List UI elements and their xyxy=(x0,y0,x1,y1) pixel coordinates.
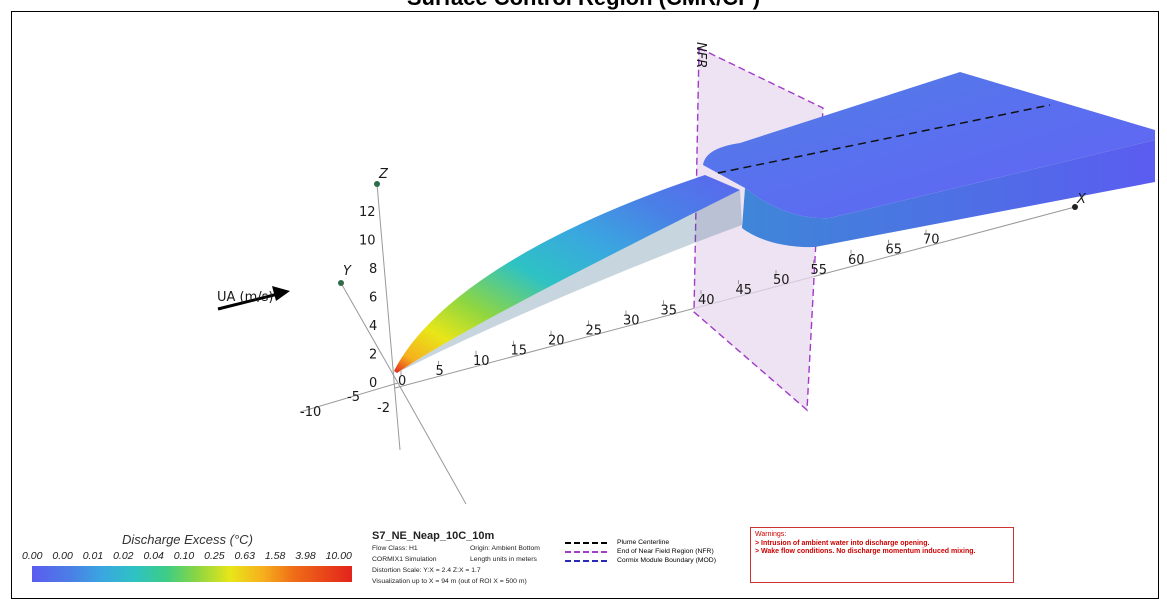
mod-swatch xyxy=(565,559,607,562)
x-tick-labels: 0 5 10 15 20 25 30 35 40 45 50 55 60 65 70 xyxy=(398,229,940,389)
x-tick-40: 40 xyxy=(698,293,715,308)
legend-row-centerline: Plume Centerline xyxy=(565,538,745,547)
legend-tick-9: 3.98 xyxy=(295,550,316,562)
x-tick-50: 50 xyxy=(773,273,790,288)
current-label: UA (m/s) xyxy=(217,290,274,305)
legend-row-mod: Cormix Module Boundary (MOD) xyxy=(565,556,745,565)
z-tick-6: 6 xyxy=(369,291,377,306)
distortion-scale: Distortion Scale: Y:X = 2.4 Z:X = 1.7 xyxy=(372,567,481,574)
legend-tick-6: 0.25 xyxy=(204,550,225,562)
plume-centerline xyxy=(717,104,1051,174)
x-axis-label: X xyxy=(1076,192,1087,207)
y-axis-line-back xyxy=(397,382,467,505)
z-axis-marker xyxy=(374,181,380,187)
z-tick-4: 4 xyxy=(369,319,377,334)
z-tick-2: 2 xyxy=(369,348,377,363)
x-axis-marker xyxy=(1072,204,1078,210)
z-axis-label: Z xyxy=(378,167,389,182)
legend-colorbar xyxy=(32,566,352,582)
x-tick-10: 10 xyxy=(473,354,490,369)
legend-tick-8: 1.58 xyxy=(264,550,286,562)
legend-tick-3: 0.02 xyxy=(113,550,134,562)
length-units: Length units in meters xyxy=(470,556,537,563)
centerline-label: Plume Centerline xyxy=(617,539,670,546)
page-title: Surface Control Region (CMR/CP) xyxy=(0,0,1167,11)
z-tick-8: 8 xyxy=(369,262,377,277)
y-axis-marker xyxy=(338,280,344,286)
simulation-title: S7_NE_Neap_10C_10m xyxy=(372,530,495,542)
nfr-legend-label: End of Near Field Region (NFR) xyxy=(617,548,714,555)
y-tick--10: -10 xyxy=(300,405,321,420)
far-field-top xyxy=(703,72,1155,219)
z-tick-0: 0 xyxy=(369,376,377,391)
legend-tick-5: 0.10 xyxy=(173,550,195,562)
viewport-frame xyxy=(11,11,1159,599)
legend-tick-4: 0.04 xyxy=(143,550,164,562)
warnings-box: Warnings: > Intrusion of ambient water i… xyxy=(750,527,1014,583)
line-legend: Plume Centerline End of Near Field Regio… xyxy=(565,538,745,565)
far-field-side xyxy=(742,140,1155,248)
mod-legend-label: Cormix Module Boundary (MOD) xyxy=(617,557,716,564)
legend-ticks: 0.00 0.00 0.01 0.02 0.04 0.10 0.25 0.63 1.58 3.98… xyxy=(22,550,352,562)
z-tick-10: 10 xyxy=(359,234,376,249)
legend-tick-7: 0.63 xyxy=(234,550,255,562)
x-tick-45: 45 xyxy=(736,283,753,298)
y-tick-labels: -10 -5 -2 xyxy=(300,390,390,420)
z-tick-12: 12 xyxy=(359,205,376,220)
legend-title: Discharge Excess (°C) xyxy=(122,532,253,547)
simulation-type: CORMIX1 Simulation xyxy=(372,556,437,563)
z-tick-labels: 0 2 4 6 8 10 12 xyxy=(359,205,377,391)
y-axis-line xyxy=(299,382,399,413)
y-axis-label: Y xyxy=(343,264,352,279)
legend-tick-1: 0.00 xyxy=(52,550,73,562)
x-tick-30: 30 xyxy=(623,313,640,328)
y-axis-line-up xyxy=(340,282,399,384)
nfr-swatch xyxy=(565,550,607,553)
x-tick-5: 5 xyxy=(436,364,444,379)
flow-class: Flow Class: H1 xyxy=(372,545,418,552)
warnings-title: Warnings: xyxy=(755,531,787,538)
x-tick-35: 35 xyxy=(661,303,678,318)
warning-line-2: > Wake flow conditions. No discharge mom… xyxy=(755,548,976,555)
current-arrow-head xyxy=(272,286,290,301)
legend-tick-0: 0.00 xyxy=(22,550,43,562)
warning-line-1: > Intrusion of ambient water into discha… xyxy=(755,539,930,547)
current-arrow xyxy=(217,292,279,311)
x-tick-15: 15 xyxy=(511,344,528,359)
plume-jet-shade xyxy=(397,190,742,373)
centerline-swatch xyxy=(565,541,607,544)
x-tick-70: 70 xyxy=(923,233,940,248)
plume-jet xyxy=(394,175,740,373)
z-axis-line xyxy=(376,183,401,451)
legend-tick-10: 10.00 xyxy=(325,550,352,562)
x-tick-55: 55 xyxy=(811,263,828,278)
origin: Origin: Ambient Bottom xyxy=(470,545,540,552)
y-tick--2: -2 xyxy=(377,401,390,416)
nfr-label: NFR xyxy=(693,42,708,68)
visualization-range: Visualization up to X = 94 m (out of ROI… xyxy=(372,578,527,585)
legend-tick-2: 0.01 xyxy=(82,550,104,562)
x-tick-65: 65 xyxy=(886,243,903,258)
x-tick-0: 0 xyxy=(398,374,406,389)
legend-row-nfr: End of Near Field Region (NFR) xyxy=(565,547,745,556)
x-tick-20: 20 xyxy=(548,334,565,349)
x-tick-25: 25 xyxy=(586,324,603,339)
y-tick--5: -5 xyxy=(347,390,360,405)
x-tick-60: 60 xyxy=(848,253,865,268)
